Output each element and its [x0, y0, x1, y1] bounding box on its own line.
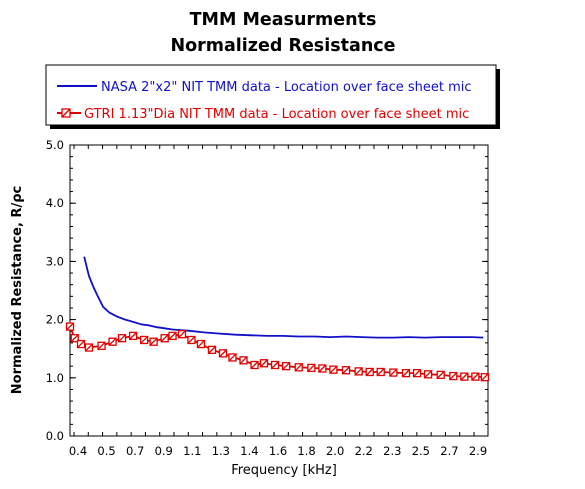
series-1-point [449, 371, 458, 381]
series-1-point [460, 372, 469, 381]
series-1-point [307, 363, 316, 373]
x-tick-label: 0.4 [69, 444, 87, 458]
x-tick-label: 1.8 [297, 444, 315, 458]
series-layer [65, 256, 489, 382]
series-1-point [270, 360, 280, 370]
series-1-point [177, 329, 187, 339]
x-axis-label: Frequency [kHz] [231, 463, 337, 478]
series-1-point [218, 349, 228, 358]
series-1-point [70, 334, 79, 343]
series-1-point [354, 367, 363, 376]
x-tick-label: 2.2 [355, 444, 373, 458]
series-line-1 [69, 326, 485, 379]
series-1-point [412, 368, 422, 378]
x-tick-label: 2.9 [469, 444, 487, 458]
legend-label-series-1: GTRI 1.13"Dia NIT TMM data - Location ov… [84, 107, 469, 122]
x-tick-label: 1.3 [212, 444, 230, 458]
series-1-point [294, 363, 303, 372]
plot-area: 0.4 0.5 0.7 0.9 1.1 1.3 1.4 1.6 1.8 2.0 2.2 2.3 2.5 2… [46, 138, 489, 458]
x-tick-label: 2.0 [326, 444, 344, 458]
series-1-point [117, 334, 127, 343]
y-tick-label: 5.0 [46, 138, 64, 152]
chart-title-line2: Normalized Resistance [170, 36, 395, 56]
series-1-point [250, 360, 259, 370]
legend-label-series-0: NASA 2"x2" NIT TMM data - Location over … [101, 80, 472, 95]
series-1-point [341, 366, 351, 375]
legend-marker-series-1 [61, 108, 71, 118]
series-1-point [207, 345, 217, 355]
x-tick-label: 1.1 [183, 444, 201, 458]
series-1-point [318, 364, 327, 373]
legend: NASA 2"x2" NIT TMM data - Location over … [45, 64, 500, 129]
series-1-point [436, 370, 445, 380]
x-tick-label: 2.5 [412, 444, 430, 458]
y-ticks: 0.0 1.0 2.0 3.0 4.0 5.0 [46, 138, 488, 443]
series-1-point [281, 362, 291, 371]
y-axis-label: Normalized Resistance, R/ρc [10, 186, 25, 394]
y-tick-label: 0.0 [46, 429, 64, 443]
series-1-point [329, 365, 338, 374]
series-1-point [84, 343, 94, 352]
series-1-point [239, 356, 248, 365]
x-tick-label: 2.3 [383, 444, 401, 458]
series-1-point [259, 359, 269, 368]
series-1-point [196, 339, 206, 349]
y-tick-label: 4.0 [46, 196, 64, 210]
y-tick-label: 1.0 [46, 371, 64, 385]
series-1-point [389, 368, 398, 377]
series-1-point [128, 331, 138, 341]
x-ticks: 0.4 0.5 0.7 0.9 1.1 1.3 1.4 1.6 1.8 2.0 2.2 2.3 2.5 2… [69, 145, 487, 458]
x-tick-label: 0.5 [97, 444, 115, 458]
x-tick-label: 2.7 [440, 444, 458, 458]
series-1-point [160, 334, 169, 343]
series-1-point [76, 339, 86, 349]
x-tick-label: 0.9 [155, 444, 173, 458]
x-tick-label: 0.7 [126, 444, 144, 458]
series-1-point [376, 367, 385, 377]
series-1-point [97, 341, 106, 350]
legend-box [45, 64, 497, 126]
y-tick-label: 3.0 [46, 254, 64, 268]
plot-frame [69, 144, 489, 437]
chart-title-line1: TMM Measurments [190, 10, 377, 30]
x-tick-label: 1.6 [269, 444, 287, 458]
series-1-point [365, 367, 374, 377]
series-1-point [471, 372, 480, 381]
series-1-point [480, 373, 489, 382]
series-1-point [149, 337, 158, 346]
series-1-point [65, 322, 75, 331]
series-1-point [228, 353, 237, 362]
series-1-point [401, 368, 411, 378]
series-1-point [108, 337, 117, 346]
series-1-point [187, 335, 196, 345]
series-1-point [168, 331, 177, 341]
x-tick-label: 1.4 [240, 444, 258, 458]
series-1-point [139, 335, 149, 345]
series-line-0 [83, 256, 484, 339]
series-1-point [423, 370, 433, 379]
y-tick-label: 2.0 [46, 313, 64, 327]
